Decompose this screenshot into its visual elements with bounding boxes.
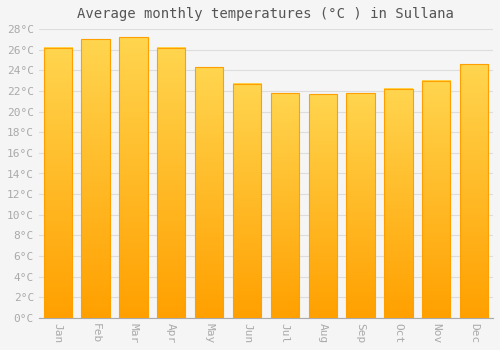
Bar xyxy=(195,67,224,318)
Bar xyxy=(308,94,337,318)
Bar xyxy=(422,80,450,318)
Bar xyxy=(119,37,148,318)
Bar xyxy=(384,89,412,318)
Bar xyxy=(233,84,261,318)
Bar xyxy=(82,39,110,318)
Title: Average monthly temperatures (°C ) in Sullana: Average monthly temperatures (°C ) in Su… xyxy=(78,7,454,21)
Bar xyxy=(270,93,299,318)
Bar xyxy=(346,93,375,318)
Bar xyxy=(157,48,186,318)
Bar xyxy=(460,64,488,318)
Bar xyxy=(44,48,72,318)
